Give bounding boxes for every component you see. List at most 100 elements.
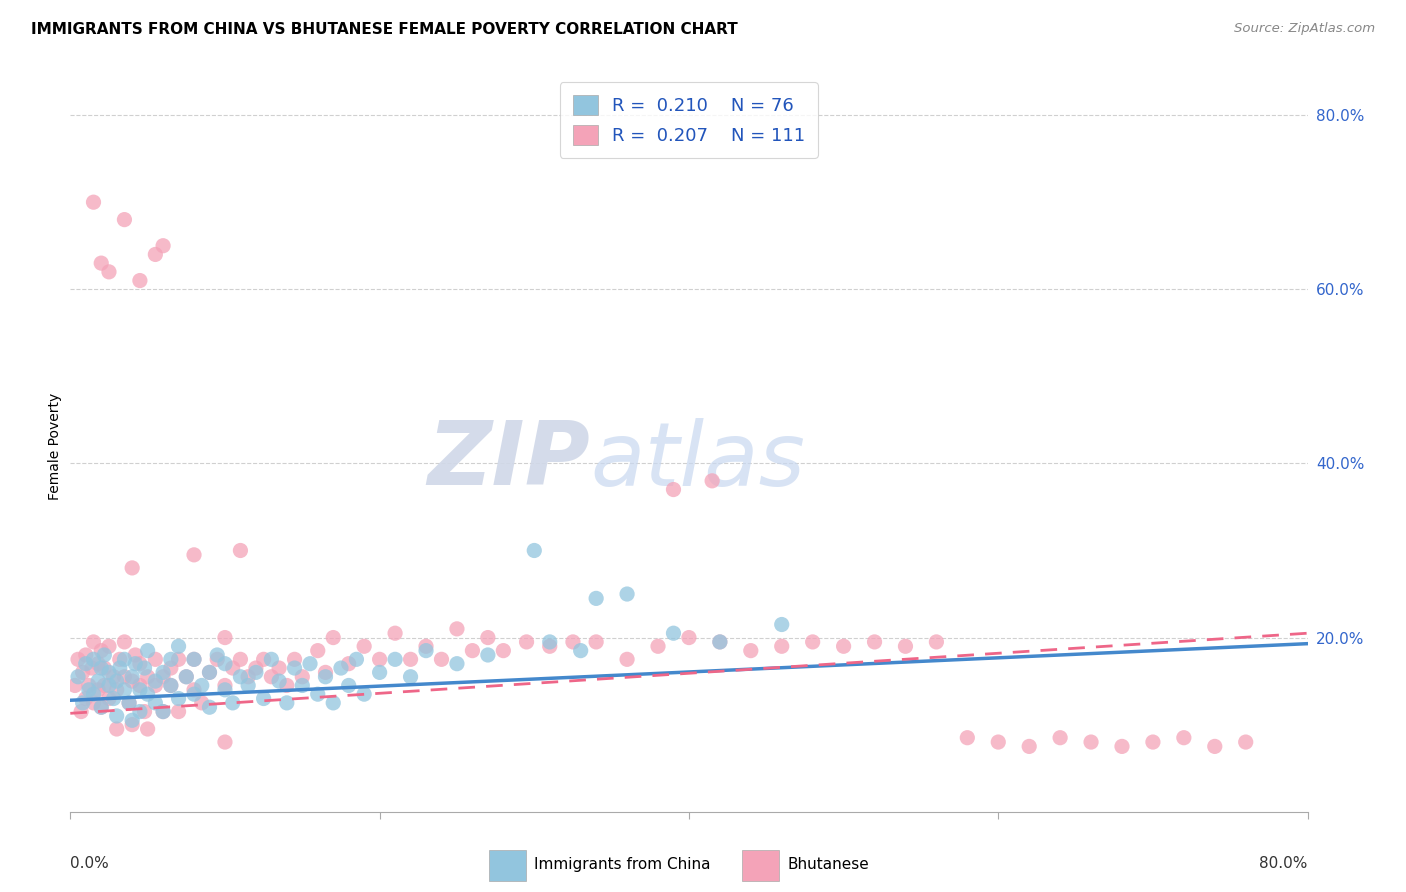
Point [152,705,174,719]
Point [229,670,252,684]
Point [152,670,174,684]
Point [98,691,120,706]
Point [160,661,183,675]
Point [1142,735,1164,749]
Point [616,587,638,601]
Point [98,665,120,680]
Point [662,626,685,640]
Point [82,696,105,710]
Point [647,640,669,654]
Point [740,643,762,657]
Point [569,643,592,657]
Point [322,696,344,710]
FancyBboxPatch shape [742,849,779,881]
Point [191,696,214,710]
Point [678,631,700,645]
Point [80,661,103,675]
Point [315,665,337,680]
Point [121,717,143,731]
Point [152,705,174,719]
Point [863,635,886,649]
Point [832,640,855,654]
Point [1049,731,1071,745]
Text: ZIP: ZIP [427,417,591,504]
Text: 0.0%: 0.0% [70,855,110,871]
Point [709,635,731,649]
Point [167,640,190,654]
Point [114,670,135,684]
Point [384,626,406,640]
Point [337,678,360,692]
Point [103,670,125,684]
Point [183,548,205,562]
Point [98,265,120,279]
Point [75,648,97,662]
Point [925,635,948,649]
Point [253,652,276,666]
Point [198,665,221,680]
Point [1018,739,1040,754]
Point [307,687,329,701]
Point [87,682,110,697]
Point [894,640,917,654]
Point [134,661,156,675]
Point [516,635,538,649]
Point [207,652,229,666]
Point [145,696,166,710]
Point [63,678,86,692]
Point [430,652,453,666]
Point [770,640,793,654]
Point [446,622,468,636]
Point [987,735,1010,749]
Point [284,652,307,666]
Point [337,657,360,671]
Point [67,652,90,666]
Point [183,682,205,697]
Point [477,631,499,645]
Point [129,657,152,671]
Point [245,665,267,680]
Point [152,238,174,252]
Point [214,657,236,671]
Text: atlas: atlas [591,417,804,504]
Point [77,678,100,692]
Point [90,700,112,714]
Point [72,696,94,710]
Point [538,640,561,654]
Point [492,643,515,657]
Point [82,195,105,210]
Point [368,665,391,680]
Point [118,696,141,710]
Point [1204,739,1226,754]
Point [562,635,585,649]
Point [145,652,166,666]
Point [87,657,110,671]
Point [105,674,128,689]
Point [90,643,112,657]
Point [477,648,499,662]
Point [105,709,128,723]
Point [114,682,135,697]
Point [183,687,205,701]
Point [160,678,183,692]
Point [222,696,245,710]
Point [136,722,159,736]
Point [191,678,214,692]
Point [160,652,183,666]
FancyBboxPatch shape [489,849,526,881]
Point [152,665,174,680]
Point [446,657,468,671]
Point [82,635,105,649]
Point [214,682,236,697]
Point [90,661,112,675]
Point [585,591,607,606]
Point [98,640,120,654]
Point [315,670,337,684]
Point [134,705,156,719]
Point [269,674,291,689]
Point [124,657,146,671]
Point [1234,735,1257,749]
Point [399,652,422,666]
Point [616,652,638,666]
Legend: R =  0.210    N = 76, R =  0.207    N = 111: R = 0.210 N = 76, R = 0.207 N = 111 [560,82,818,158]
